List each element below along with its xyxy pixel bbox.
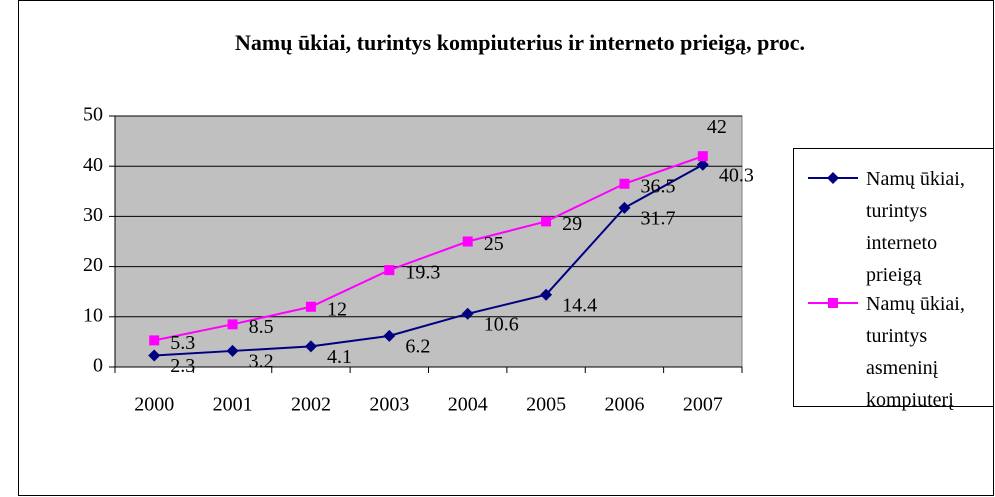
- data-label: 10.6: [484, 313, 519, 335]
- x-tick-label: 2000: [134, 394, 174, 416]
- marker: [226, 344, 239, 357]
- marker: [148, 349, 161, 362]
- x-tick-label: 2004: [448, 394, 488, 416]
- x-tick-label: 2003: [369, 394, 409, 416]
- marker: [697, 151, 708, 162]
- data-label: 36.5: [640, 175, 675, 197]
- marker: [696, 158, 709, 171]
- data-label: 31.7: [640, 207, 675, 229]
- y-tick-label: 10: [83, 304, 103, 326]
- series-line: [154, 163, 704, 357]
- chart-title: Namų ūkiai, turintys kompiuterius ir int…: [235, 30, 805, 55]
- marker: [462, 236, 473, 247]
- y-tick-label: 30: [83, 204, 103, 226]
- y-tick-label: 20: [83, 254, 103, 276]
- data-label: 3.2: [249, 351, 274, 373]
- series-line: [153, 155, 704, 342]
- legend-box: [793, 148, 994, 407]
- legend-label: Namų ūkiai, turintys interneto prieigą: [866, 168, 965, 286]
- y-tick-label: 0: [93, 355, 103, 377]
- data-label: 19.3: [405, 262, 440, 284]
- marker: [384, 265, 395, 276]
- data-label: 40.3: [719, 164, 754, 186]
- data-label: 4.1: [327, 346, 352, 368]
- x-tick-label: 2002: [291, 394, 331, 416]
- x-tick-label: 2006: [604, 394, 644, 416]
- marker: [461, 307, 474, 320]
- marker: [304, 340, 317, 353]
- legend-label: Namų ūkiai, turintys asmeninį kompiuterį: [866, 293, 965, 411]
- marker: [305, 301, 316, 312]
- data-label: 25: [484, 233, 504, 255]
- data-label: 12: [327, 298, 347, 320]
- x-tick-label: 2005: [526, 394, 566, 416]
- data-label: 6.2: [405, 335, 430, 357]
- marker: [541, 216, 552, 227]
- x-tick-label: 2007: [683, 394, 723, 416]
- y-tick-label: 40: [83, 154, 103, 176]
- marker: [149, 335, 160, 346]
- marker: [619, 178, 630, 189]
- data-label: 2.3: [170, 355, 195, 377]
- marker: [828, 298, 838, 308]
- data-label: 42: [707, 116, 727, 138]
- marker: [383, 329, 396, 342]
- marker: [618, 201, 631, 214]
- data-label: 5.3: [170, 332, 195, 354]
- marker: [540, 288, 553, 301]
- y-tick-label: 50: [83, 104, 103, 126]
- marker: [827, 172, 839, 184]
- marker: [227, 319, 238, 330]
- data-label: 8.5: [249, 316, 274, 338]
- data-label: 29: [562, 213, 582, 235]
- data-label: 14.4: [562, 294, 597, 316]
- x-tick-label: 2001: [213, 394, 253, 416]
